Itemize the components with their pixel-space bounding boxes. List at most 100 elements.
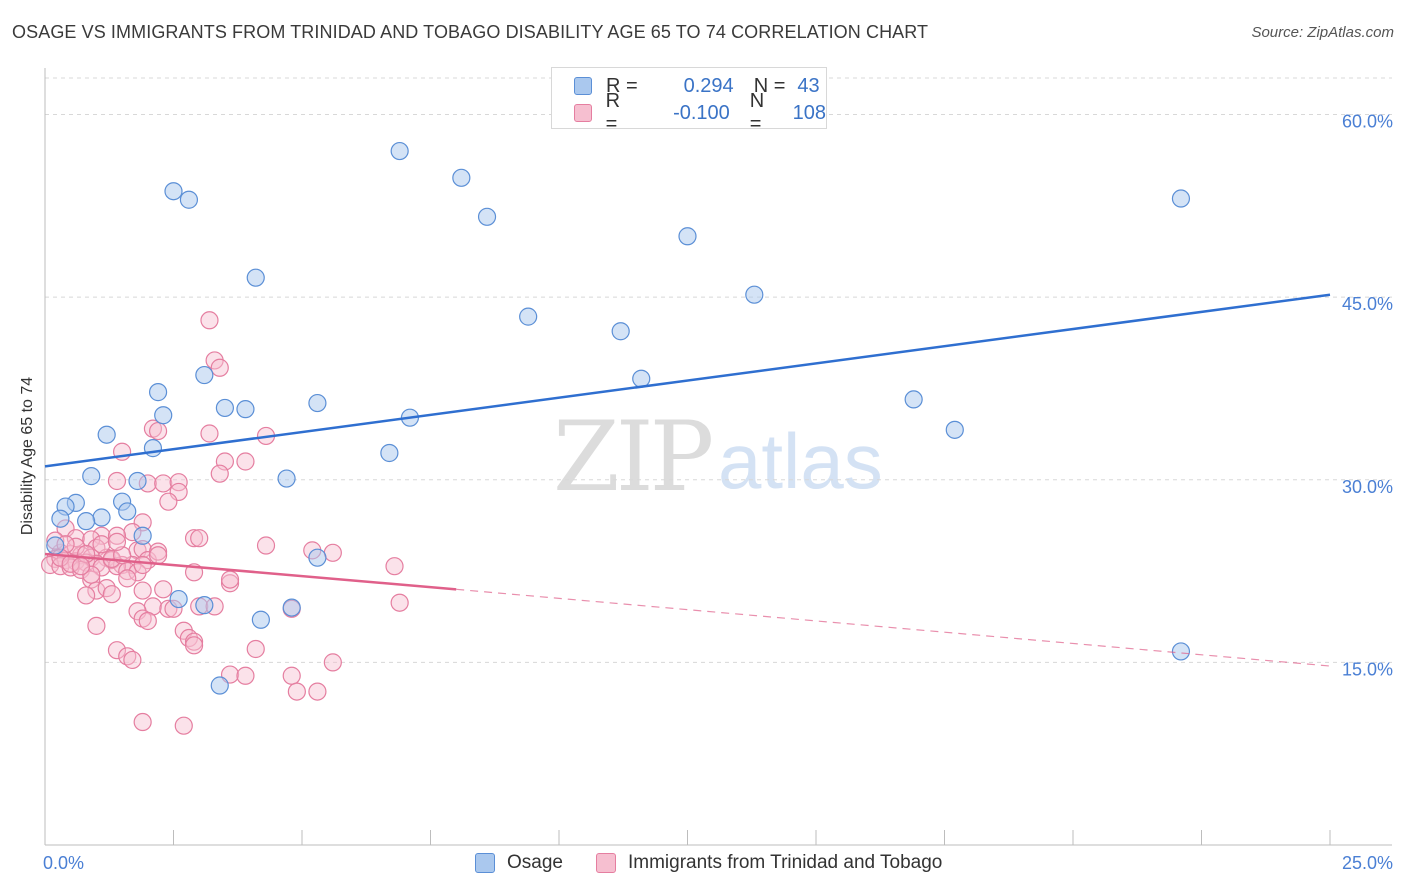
- watermark-zip: ZIP: [553, 401, 712, 513]
- data-point-trinidad-tobago: [107, 532, 127, 551]
- x-tick-label: 25.0%: [1342, 853, 1393, 873]
- data-point-trinidad-tobago: [323, 543, 342, 562]
- data-point-osage: [390, 141, 409, 161]
- data-point-osage: [133, 526, 152, 545]
- data-point-osage: [945, 420, 964, 439]
- chart-title: OSAGE VS IMMIGRANTS FROM TRINIDAD AND TO…: [12, 22, 929, 42]
- legend-n-label: N =: [753, 74, 786, 97]
- legend-row-osage: R = 0.294 N = 43: [574, 74, 820, 98]
- data-point-trinidad-tobago: [154, 580, 173, 599]
- data-point-osage: [210, 676, 229, 695]
- legend-row-trinidad-tobago: R = -0.100 N = 108: [574, 90, 826, 135]
- data-point-osage: [143, 439, 163, 458]
- data-point-trinidad-tobago: [236, 666, 255, 685]
- correlation-legend: R = 0.294 N = 43 R = -0.100 N = 108: [551, 67, 827, 135]
- data-point-osage: [308, 548, 327, 567]
- data-point-trinidad-tobago: [287, 682, 306, 701]
- axes: [44, 68, 1392, 846]
- data-point-trinidad-tobago: [107, 526, 127, 545]
- data-point-trinidad-tobago: [77, 586, 96, 605]
- data-point-osage: [745, 285, 764, 304]
- data-point-trinidad-tobago: [107, 641, 127, 660]
- data-point-trinidad-tobago: [282, 666, 301, 685]
- y-tick-label: 15.0%: [1342, 659, 1393, 679]
- data-point-osage: [92, 508, 111, 527]
- data-point-trinidad-tobago: [308, 682, 327, 701]
- data-point-osage: [1171, 642, 1191, 661]
- data-point-osage: [195, 596, 214, 615]
- data-point-osage: [179, 190, 199, 209]
- data-point-trinidad-tobago: [107, 471, 127, 491]
- data-point-osage: [246, 268, 265, 287]
- data-point-trinidad-tobago: [123, 650, 142, 670]
- data-point-trinidad-tobago: [190, 529, 209, 548]
- x-tick-labels: 0.0% 25.0%: [43, 853, 1393, 873]
- data-point-osage: [148, 383, 168, 402]
- data-point-trinidad-tobago: [390, 593, 409, 612]
- data-point-osage: [46, 536, 65, 555]
- trend-line-trinidad-tobago: [44, 552, 457, 591]
- gridlines: [45, 77, 1392, 663]
- trend-lines: [44, 293, 1331, 667]
- y-axis-title: Disability Age 65 to 74: [19, 377, 36, 535]
- data-point-trinidad-tobago: [210, 358, 229, 377]
- data-point-osage: [477, 207, 497, 226]
- data-point-osage: [215, 398, 234, 418]
- y-tick-label: 45.0%: [1342, 294, 1393, 314]
- data-point-osage: [277, 469, 296, 488]
- data-point-trinidad-tobago: [148, 546, 168, 565]
- x-tick-label: 0.0%: [43, 853, 84, 873]
- data-point-osage: [1171, 189, 1191, 208]
- series-legend: Osage Immigrants from Trinidad and Tobag…: [0, 852, 1406, 878]
- legend-r-label: R =: [606, 74, 638, 97]
- data-point-osage: [118, 502, 137, 521]
- y-tick-label: 60.0%: [1342, 112, 1393, 132]
- data-point-trinidad-tobago: [169, 473, 188, 492]
- y-tick-label: 30.0%: [1342, 477, 1393, 497]
- data-point-trinidad-tobago: [323, 653, 342, 672]
- data-point-trinidad-tobago: [148, 421, 168, 441]
- data-point-osage: [82, 467, 101, 486]
- data-point-osage: [154, 406, 173, 425]
- trinidad-tobago-swatch: [574, 104, 592, 122]
- data-point-osage: [128, 471, 147, 491]
- osage-legend-swatch: [475, 853, 495, 873]
- data-point-trinidad-tobago: [133, 555, 152, 575]
- trend-line-osage: [44, 293, 1331, 468]
- y-tick-labels: 15.0% 30.0% 45.0% 60.0%: [1342, 112, 1393, 680]
- legend-r-label: R =: [605, 90, 621, 135]
- data-point-trinidad-tobago: [236, 452, 255, 471]
- data-point-osage: [282, 598, 301, 617]
- data-point-trinidad-tobago: [200, 424, 219, 443]
- legend-item-trinidad-tobago: Immigrants from Trinidad and Tobago: [596, 852, 942, 874]
- data-point-osage: [77, 512, 96, 531]
- legend-n-value: 108: [792, 101, 826, 124]
- legend-r-value: -0.100: [673, 101, 730, 124]
- legend-r-value: 0.294: [683, 74, 734, 97]
- data-point-osage: [51, 509, 70, 528]
- data-point-trinidad-tobago: [256, 536, 276, 555]
- data-point-trinidad-tobago: [200, 311, 219, 330]
- data-point-trinidad-tobago: [184, 529, 204, 548]
- trend-line-trinidad-tobago-extension: [456, 588, 1331, 667]
- legend-n-value: 43: [797, 74, 820, 97]
- data-point-trinidad-tobago: [92, 535, 111, 554]
- data-point-osage: [169, 589, 188, 609]
- data-point-trinidad-tobago: [87, 616, 106, 635]
- data-point-osage: [195, 365, 214, 385]
- data-point-trinidad-tobago: [102, 585, 121, 604]
- data-point-osage: [904, 390, 923, 409]
- data-point-osage: [611, 322, 630, 341]
- data-point-osage: [519, 307, 538, 326]
- data-point-trinidad-tobago: [246, 639, 265, 659]
- watermark: ZIP atlas: [553, 401, 883, 513]
- data-point-trinidad-tobago: [154, 474, 173, 493]
- data-point-trinidad-tobago: [174, 716, 193, 735]
- data-point-trinidad-tobago: [118, 569, 137, 588]
- data-point-osage: [452, 168, 471, 187]
- legend-n-label: N =: [749, 90, 765, 135]
- data-point-osage: [236, 400, 255, 419]
- data-point-osage: [97, 425, 116, 444]
- legend-label-trinidad-tobago: Immigrants from Trinidad and Tobago: [628, 852, 943, 873]
- watermark-atlas: atlas: [718, 417, 883, 505]
